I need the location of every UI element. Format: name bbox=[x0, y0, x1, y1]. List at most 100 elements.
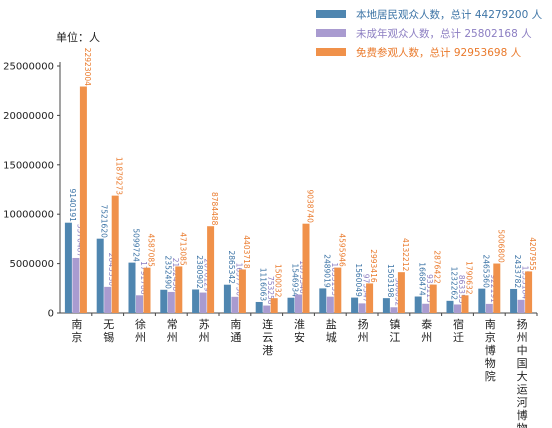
bar bbox=[493, 263, 501, 313]
data-label: 11879273 bbox=[115, 157, 124, 195]
bar bbox=[263, 305, 271, 313]
x-tick-label-char: 城 bbox=[326, 331, 337, 344]
bar bbox=[175, 266, 183, 313]
x-tick-label-char: 博 bbox=[485, 344, 496, 357]
x-tick-label-char: 扬 bbox=[517, 317, 528, 331]
x-tick-label-char: 港 bbox=[262, 344, 273, 357]
data-label: 4207955 bbox=[528, 237, 537, 271]
bar bbox=[192, 289, 200, 313]
bar bbox=[525, 271, 533, 313]
bar bbox=[128, 262, 136, 313]
y-tick-label: 5000000 bbox=[9, 259, 54, 270]
data-label: 4403718 bbox=[242, 235, 251, 269]
x-tick-label-char: 河 bbox=[517, 396, 528, 409]
x-tick-label-char: 京 bbox=[485, 330, 496, 344]
x-tick-label-char: 无 bbox=[103, 318, 114, 331]
category-group: 9140191557048722923004 bbox=[64, 48, 92, 313]
bar bbox=[111, 195, 119, 313]
category-group: 16684749351152876422 bbox=[414, 250, 442, 313]
x-tick-label-char: 常 bbox=[167, 318, 178, 331]
data-label: 22923004 bbox=[83, 48, 92, 86]
category-group: 243378213351844207955 bbox=[510, 237, 537, 313]
x-tick-label-char: 苏 bbox=[199, 318, 210, 331]
category-group: 154693418733469038740 bbox=[287, 189, 315, 313]
bar bbox=[319, 288, 327, 313]
bar bbox=[390, 307, 398, 313]
bar bbox=[72, 257, 80, 313]
x-tick-label-char: 运 bbox=[517, 383, 528, 396]
legend-label: 未成年观众人数，总计 25802168 人 bbox=[356, 27, 532, 40]
bar bbox=[255, 301, 263, 313]
x-tick-label-char: 锡 bbox=[103, 330, 114, 344]
legend-swatch bbox=[316, 10, 346, 18]
legend-label: 本地居民观众人数，总计 44279200 人 bbox=[356, 8, 543, 21]
data-label: 1503198 bbox=[386, 264, 395, 298]
y-tick-label: 15000000 bbox=[3, 160, 54, 171]
data-label: 2489019 bbox=[322, 254, 331, 288]
x-tick-label-char: 云 bbox=[262, 331, 273, 344]
bar bbox=[295, 294, 302, 313]
data-label: 4595946 bbox=[337, 233, 346, 267]
data-label: 5006800 bbox=[496, 229, 505, 263]
data-label: 8784488 bbox=[210, 192, 219, 226]
x-tick-label-char: 徐 bbox=[135, 317, 146, 331]
bar bbox=[136, 295, 143, 313]
data-label: 4713085 bbox=[178, 232, 187, 266]
data-label: 1232262 bbox=[450, 267, 459, 301]
bar bbox=[79, 86, 87, 313]
bar bbox=[231, 296, 239, 313]
data-label: 4587085 bbox=[147, 233, 156, 267]
x-tick-label-char: 南 bbox=[71, 318, 82, 331]
bar bbox=[302, 223, 310, 313]
x-tick-label-char: 迁 bbox=[453, 331, 464, 344]
legend-swatch bbox=[316, 48, 346, 56]
bar bbox=[454, 304, 461, 313]
category-group: 15600499733472993416 bbox=[351, 249, 378, 313]
x-tick-label-char: 院 bbox=[485, 369, 496, 383]
bar bbox=[485, 303, 493, 313]
x-tick-label-char: 南 bbox=[230, 318, 241, 331]
bar bbox=[167, 291, 175, 313]
bar bbox=[104, 286, 112, 313]
category-group: 509972417917884587085 bbox=[128, 228, 156, 313]
data-label: 1790632 bbox=[465, 261, 474, 295]
x-tick-label-char: 盐 bbox=[326, 318, 337, 331]
x-tick-label-char: 州 bbox=[167, 331, 178, 344]
data-label: 753258 bbox=[266, 276, 275, 305]
x-tick-label-char: 州 bbox=[358, 331, 369, 344]
category-group: 238090220701298784488 bbox=[192, 192, 219, 313]
x-tick-label-char: 大 bbox=[517, 369, 528, 383]
bar bbox=[517, 299, 525, 313]
bar bbox=[461, 295, 469, 313]
x-tick-label-char: 国 bbox=[517, 357, 528, 370]
unit-label: 单位：人 bbox=[56, 30, 100, 44]
x-tick-label-char: 镇 bbox=[389, 317, 400, 331]
bar bbox=[199, 292, 207, 313]
x-tick-label-char: 通 bbox=[230, 331, 241, 344]
bar bbox=[422, 303, 430, 313]
x-tick-label-char: 中 bbox=[517, 344, 528, 357]
x-tick-label-char: 州 bbox=[421, 331, 432, 344]
x-tick-label-char: 南 bbox=[485, 318, 496, 331]
x-tick-label-char: 扬 bbox=[358, 317, 369, 331]
data-label: 2876422 bbox=[433, 250, 442, 284]
bar bbox=[223, 284, 231, 313]
bar bbox=[143, 267, 151, 313]
bar bbox=[358, 303, 366, 313]
category-group: 24653609221915006800 bbox=[478, 229, 505, 313]
x-tick-label-char: 泰 bbox=[421, 317, 432, 331]
data-label: 7521620 bbox=[100, 204, 109, 238]
data-label: 4132212 bbox=[401, 238, 410, 272]
x-tick-label-char: 博 bbox=[517, 409, 528, 422]
bar bbox=[351, 297, 359, 313]
bar bbox=[96, 238, 104, 313]
chart-bars: 9140191557048722923004752162026453301187… bbox=[64, 48, 537, 313]
data-label: 2352490 bbox=[163, 256, 172, 290]
data-label: 1668474 bbox=[418, 262, 427, 296]
bar bbox=[334, 267, 342, 313]
x-tick-label-char: 州 bbox=[135, 331, 146, 344]
bar bbox=[382, 298, 390, 313]
